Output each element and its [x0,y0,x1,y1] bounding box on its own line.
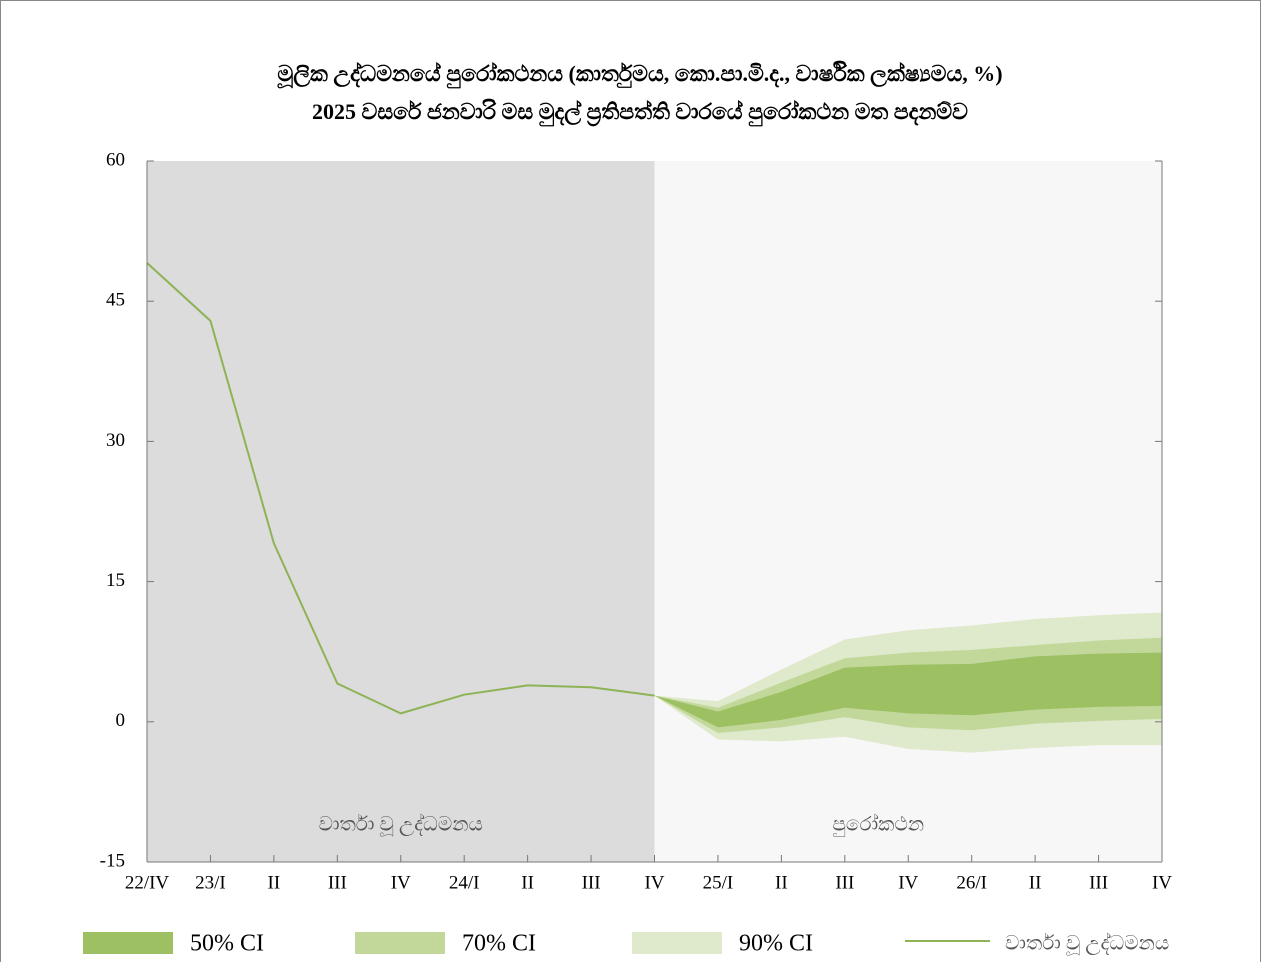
y-tick-label: 45 [106,290,125,311]
x-tick-label: IV [391,872,411,893]
x-tick-label: 25/I [703,872,734,893]
legend-swatch [632,932,722,954]
legend-swatch [83,932,173,954]
annotation: පුරෝකථන [832,813,924,838]
y-tick-label: -15 [100,850,125,871]
y-tick-label: 0 [116,710,126,731]
x-tick-label: IV [1152,872,1172,893]
x-tick-label: III [582,872,601,893]
y-tick-label: 30 [106,430,125,451]
x-tick-label: 22/IV [125,872,170,893]
legend-label: 50% CI [190,931,264,957]
y-tick-label: 15 [106,570,125,591]
x-tick-label: III [328,872,347,893]
legend-label: 70% CI [462,931,536,957]
x-tick-label: II [1029,872,1042,893]
line [146,262,655,715]
chart-subtitle: 2025 වසරේ ජනවාරි මස මුදල් ප්‍රතිපත්ති වා… [312,98,968,127]
x-tick-label: II [775,872,788,893]
y-tick-label: 60 [106,149,125,170]
x-tick-label: IV [898,872,918,893]
x-tick-label: II [521,872,534,893]
x-tick-label: III [835,872,854,893]
legend-swatch [355,932,445,954]
annotation: වාර්තා වූ උද්ධමනය [319,812,483,837]
x-tick-label: IV [644,872,664,893]
x-tick-label: III [1089,872,1108,893]
ci-band [654,652,1162,728]
history-shade [147,161,655,862]
legend-label: 90% CI [739,931,813,957]
x-tick-label: 26/I [956,872,987,893]
x-tick-label: 23/I [195,872,226,893]
x-tick-label: 24/I [449,872,480,893]
legend-label: වාර්තා වූ උද්ධමනය [1005,931,1169,956]
chart-title: මූලික උද්ධමනයේ පුරෝකථනය (කාර්තුමය, කො.පා… [277,60,1002,89]
x-tick-label: II [268,872,281,893]
forecast-shade [654,161,1162,862]
